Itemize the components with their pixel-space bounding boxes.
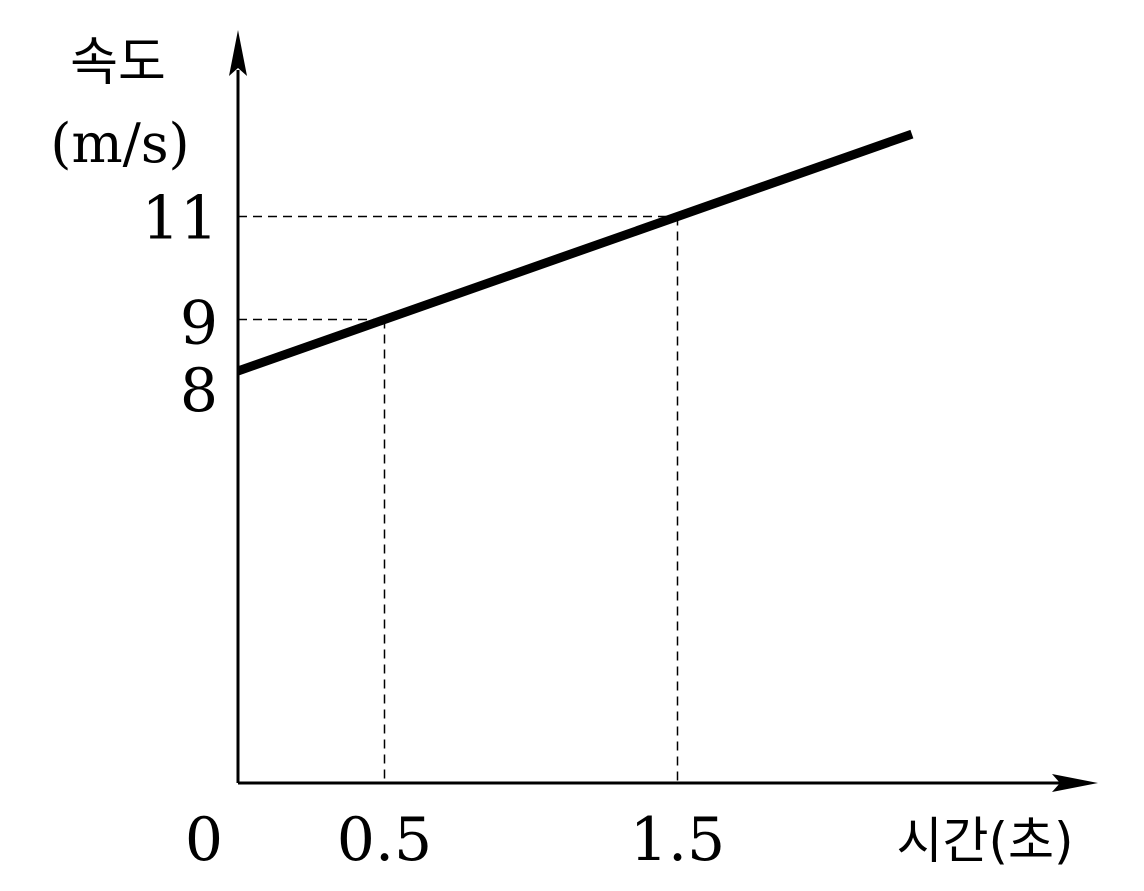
y-axis-unit: (m/s) xyxy=(50,112,189,175)
y-axis-title: 속도 xyxy=(70,33,166,93)
x-axis-title: 시간(초) xyxy=(896,812,1073,870)
y-tick-label: 9 xyxy=(180,289,218,359)
series-group xyxy=(236,129,914,376)
y-axis-arrow-icon xyxy=(229,30,247,76)
guide-lines xyxy=(238,215,679,783)
y-tick-labels: 89 11 xyxy=(142,184,218,427)
x-tick-label: 0.5 xyxy=(337,805,432,875)
x-axis-arrow-icon xyxy=(1052,774,1098,792)
velocity-line xyxy=(236,129,914,376)
x-tick-labels: 0.5 1.5 xyxy=(337,805,725,875)
y-tick-label: 8 xyxy=(180,356,218,426)
x-tick-label: 1.5 xyxy=(630,805,725,875)
origin-label: 0 xyxy=(185,805,223,875)
y-tick-label: 11 xyxy=(142,184,218,254)
